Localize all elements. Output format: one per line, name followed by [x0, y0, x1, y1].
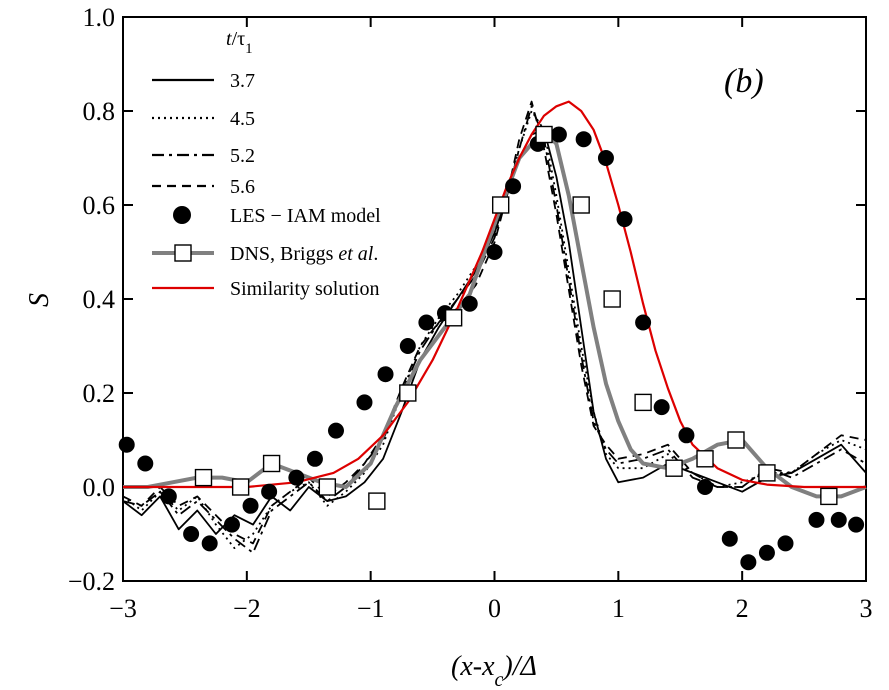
legend-label: DNS, Briggs et al. — [230, 243, 378, 265]
data-point-dns — [444, 309, 463, 327]
data-point-les — [830, 511, 847, 528]
y-tick-label: 0.8 — [83, 97, 116, 126]
data-point-les — [653, 399, 670, 416]
data-point-les — [635, 314, 652, 331]
data-point-les — [327, 422, 344, 439]
data-point-les — [288, 469, 305, 486]
data-point-les — [306, 450, 323, 467]
x-tick-label: 3 — [860, 594, 873, 623]
data-point-dns — [535, 125, 553, 144]
data-point-dns — [399, 384, 417, 402]
data-point-les — [697, 479, 714, 495]
legend-label: LES − IAM model — [230, 205, 381, 227]
data-point-dns — [572, 196, 590, 214]
series-markers — [118, 125, 865, 571]
data-point-les — [461, 295, 478, 312]
x-axis-label: (x-xc)/Δ — [451, 651, 537, 690]
legend-label: Similarity solution — [230, 278, 379, 300]
data-point-dns — [491, 196, 510, 214]
data-point-les — [505, 178, 522, 195]
legend: t/τ1 3.7 4.5 5.2 5.6 LES − IAM model DNS, Brig… — [152, 28, 381, 300]
data-point-les — [137, 455, 154, 472]
data-point-dns — [231, 478, 250, 496]
legend-title: t/τ1 — [226, 28, 253, 57]
data-point-les — [356, 394, 373, 411]
data-point-dns — [665, 459, 683, 477]
data-point-les — [758, 544, 775, 561]
data-point-dns — [603, 290, 621, 308]
series-line-2 — [122, 105, 867, 554]
x-tick-label: −3 — [109, 594, 137, 623]
data-point-les — [777, 535, 794, 552]
data-point-dns — [318, 478, 337, 496]
y-tick-label: −0.2 — [68, 567, 115, 596]
y-tick-label: 0.2 — [83, 379, 116, 408]
data-point-les — [848, 516, 865, 533]
data-point-dns — [194, 468, 213, 487]
series-line-3 — [122, 100, 867, 545]
data-point-les — [678, 427, 695, 444]
data-point-les — [223, 516, 240, 533]
data-point-les — [616, 211, 633, 228]
data-point-dns — [696, 450, 714, 468]
data-point-les — [597, 150, 614, 166]
x-tick-label: 1 — [612, 594, 625, 623]
y-tick-label: 0.6 — [83, 191, 116, 220]
data-point-dns — [727, 431, 745, 449]
data-point-les — [721, 530, 738, 547]
legend-marker — [173, 206, 191, 224]
y-axis-label: S — [24, 293, 55, 307]
series-line-0 — [122, 128, 867, 535]
data-point-les — [201, 535, 218, 552]
y-tick-label: 0.0 — [83, 473, 116, 502]
data-point-les — [118, 436, 135, 453]
data-point-les — [808, 511, 825, 528]
data-point-les — [399, 338, 416, 354]
x-tick-label: −1 — [357, 594, 385, 623]
data-point-les — [418, 314, 435, 331]
data-point-dns — [820, 487, 838, 506]
legend-label: 5.2 — [230, 145, 255, 167]
panel-label: (b) — [724, 63, 764, 100]
data-point-les — [377, 366, 394, 383]
data-point-les — [160, 488, 177, 505]
x-tick-label: 2 — [736, 594, 749, 623]
legend-marker — [174, 244, 192, 262]
legend-label: 5.6 — [230, 176, 255, 198]
data-point-les — [183, 526, 200, 542]
data-point-les — [261, 483, 278, 500]
x-tick-label: −2 — [233, 594, 261, 623]
data-point-dns — [758, 464, 776, 482]
legend-label: 3.7 — [230, 70, 255, 92]
data-point-les — [575, 131, 592, 148]
data-point-dns — [634, 393, 652, 412]
data-point-dns — [262, 454, 281, 473]
legend-label: 4.5 — [230, 108, 255, 130]
data-point-les — [550, 126, 567, 143]
axis-ticks: −3 −2 −1 0 1 2 3 −0.2 0.0 0.2 0.4 0.6 0.8 1.0 — [68, 3, 873, 623]
data-point-les — [486, 244, 503, 260]
data-point-les — [740, 554, 757, 571]
data-point-dns — [368, 492, 386, 510]
x-tick-label: 0 — [488, 594, 501, 623]
y-tick-label: 0.4 — [83, 285, 116, 314]
data-point-les — [242, 497, 259, 514]
y-tick-label: 1.0 — [83, 3, 116, 32]
